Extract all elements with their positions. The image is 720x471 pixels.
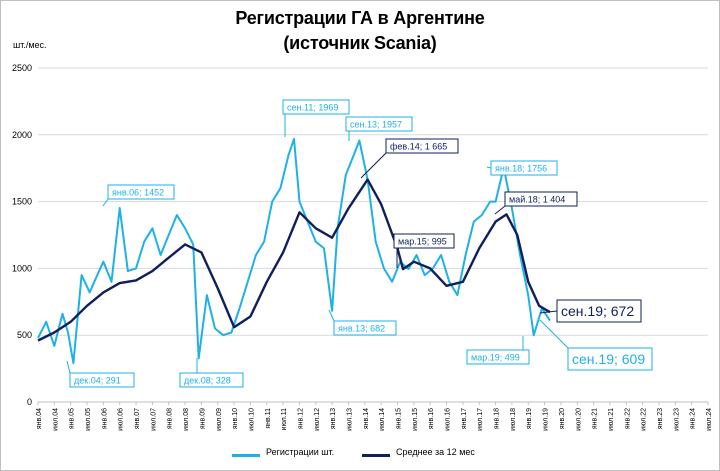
y-tick-label: 2500 [12, 63, 32, 73]
x-tick-label: янв.20 [559, 408, 566, 429]
x-tick-label: июл.15 [412, 408, 419, 431]
annotation-leader [328, 309, 335, 322]
x-tick-label: янв.07 [134, 408, 141, 429]
annotation-leader [66, 360, 71, 374]
annotation-box [567, 347, 653, 371]
annotation-label: мар.15; 995 [398, 237, 447, 247]
x-tick-label: июл.18 [510, 408, 517, 431]
x-tick-label: янв.05 [69, 408, 76, 429]
x-tick-label: янв.09 [199, 408, 206, 429]
annotation-box [556, 299, 642, 323]
y-tick-label: 500 [17, 330, 32, 340]
x-tick-label: янв.19 [526, 408, 533, 429]
annotation-label: янв.13; 682 [338, 324, 385, 334]
x-tick-label: июл.08 [183, 408, 190, 431]
x-tick-label: июл.21 [608, 408, 615, 431]
y-tick-label: 1000 [12, 263, 32, 273]
x-tick-label: июл.10 [248, 408, 255, 431]
annotation-label: фев.14; 1 665 [390, 142, 447, 152]
x-tick-label: июл.07 [150, 408, 157, 431]
x-tick-label: янв.10 [232, 408, 239, 429]
y-axis-unit-label: шт./мес. [13, 40, 47, 50]
x-tick-label: июл.11 [281, 408, 288, 430]
x-tick-label: июл.16 [445, 408, 452, 431]
x-tick-label: янв.04 [36, 408, 43, 429]
annotation-box [490, 160, 558, 176]
series-line-registrations [37, 137, 551, 365]
x-tick-label: янв.13 [330, 408, 337, 429]
annotation-label: дек.04; 291 [74, 376, 121, 386]
x-tick-label: июл.23 [673, 408, 680, 431]
x-tick-label: янв.18 [494, 408, 501, 429]
annotation-box [504, 191, 578, 207]
x-tick-label: янв.15 [396, 408, 403, 429]
x-tick-label: янв.06 [101, 408, 108, 429]
annotation-leader [539, 319, 569, 349]
annotation-box [393, 233, 455, 249]
annotation-box [466, 349, 530, 365]
annotation-leader [539, 310, 558, 314]
x-tick-label: июл.12 [314, 408, 321, 431]
annotation-label: янв.06; 1452 [112, 188, 164, 198]
x-tick-label: июл.04 [52, 408, 59, 431]
x-tick-label: янв.24 [690, 408, 697, 429]
x-tick-label: янв.16 [428, 408, 435, 429]
legend-swatch-registrations [232, 454, 260, 457]
annotation-label: янв.18; 1756 [495, 164, 547, 174]
x-tick-label: июл.06 [118, 408, 125, 431]
annotation-leader [494, 205, 506, 215]
x-tick-label: июл.13 [346, 408, 353, 431]
y-tick-label: 0 [27, 397, 32, 407]
annotation-box [282, 99, 350, 115]
x-tick-label: июл.20 [575, 408, 582, 431]
annotation-box [385, 138, 459, 154]
x-tick-label: янв.14 [363, 408, 370, 429]
x-tick-label: янв.08 [167, 408, 174, 429]
y-tick-label: 1500 [12, 197, 32, 207]
legend-label-registrations: Регистрации шт. [266, 447, 335, 457]
annotation-label: мар.19; 499 [471, 353, 520, 363]
y-tick-label: 2000 [12, 130, 32, 140]
x-tick-label: янв.21 [592, 408, 599, 429]
x-tick-label: янв.22 [624, 408, 631, 429]
annotation-box [345, 116, 413, 132]
x-tick-label: янв.11 [265, 408, 272, 429]
annotation-leader [360, 152, 387, 179]
annotation-label: сен.13; 1957 [350, 120, 402, 130]
x-tick-label: янв.17 [461, 408, 468, 429]
annotation-label: сен.19; 609 [572, 351, 645, 367]
x-tick-label: июл.24 [706, 408, 713, 431]
x-tick-label: июл.14 [379, 408, 386, 431]
x-tick-label: июл.09 [216, 408, 223, 431]
annotation-label: дек.08; 328 [184, 376, 231, 386]
annotation-box [179, 372, 244, 388]
annotation-box [69, 372, 135, 388]
annotation-label: сен.11; 1969 [287, 103, 338, 113]
annotation-box [107, 184, 175, 200]
legend-swatch-average [362, 454, 390, 457]
x-tick-label: янв.23 [657, 408, 664, 429]
x-tick-label: июл.05 [85, 408, 92, 431]
annotation-box [333, 320, 397, 336]
annotation-label: май.18; 1 404 [509, 195, 565, 205]
annotation-leader [486, 166, 492, 169]
x-tick-label: июл.22 [641, 408, 648, 431]
chart-title: Регистрации ГА в Аргентине [235, 8, 485, 28]
x-tick-label: июл.19 [543, 408, 550, 431]
x-tick-label: янв.12 [297, 408, 304, 429]
x-tick-label: июл.17 [477, 408, 484, 431]
chart-subtitle: (источник Scania) [283, 33, 437, 53]
annotation-leader [102, 198, 109, 207]
legend-label-average: Среднее за 12 мес [396, 447, 475, 457]
series-line-average [37, 178, 551, 342]
annotation-label: сен.19; 672 [561, 303, 634, 319]
